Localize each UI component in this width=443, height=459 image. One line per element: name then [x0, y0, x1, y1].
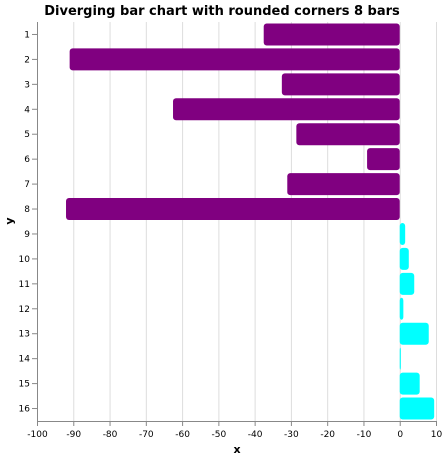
bar-7: [287, 173, 400, 196]
x-tick-label: -20: [320, 430, 335, 440]
bar-9: [399, 222, 406, 245]
bar-2: [69, 48, 400, 71]
y-axis-title: y: [3, 217, 16, 224]
bar-6: [367, 148, 400, 171]
y-tick-label: 16: [19, 405, 31, 415]
y-tick-label: 1: [24, 30, 30, 40]
bar-5: [296, 123, 400, 146]
x-tick-label: -10: [357, 430, 372, 440]
x-tick-label: 10: [431, 430, 443, 440]
bar-11: [399, 272, 415, 295]
y-tick-label: 2: [24, 55, 30, 65]
x-tick-label: -70: [139, 430, 154, 440]
bars-layer: [66, 23, 435, 420]
x-tick-label: -60: [175, 430, 190, 440]
y-tick-label: 12: [19, 305, 30, 315]
bar-3: [281, 73, 400, 96]
bar-12: [399, 297, 404, 320]
x-tick-label: -100: [27, 430, 48, 440]
y-tick-label: 14: [19, 355, 31, 365]
x-tick-label: -50: [212, 430, 227, 440]
bar-16: [399, 397, 435, 420]
y-tick-label: 7: [24, 180, 30, 190]
chart-title: Diverging bar chart with rounded corners…: [44, 4, 400, 19]
y-tick-label: 5: [24, 130, 30, 140]
y-tick-label: 11: [19, 280, 30, 290]
x-tick-label: -30: [284, 430, 299, 440]
y-tick-label: 9: [24, 230, 30, 240]
y-tick-label: 3: [24, 80, 30, 90]
bar-10: [399, 247, 409, 270]
bar-15: [399, 372, 420, 395]
bar-8: [66, 198, 400, 221]
y-tick-label: 6: [24, 155, 30, 165]
grid-layer: [37, 22, 437, 421]
bar-14: [399, 347, 401, 370]
y-tick-label: 10: [19, 255, 31, 265]
bar-13: [399, 322, 429, 345]
bar-4: [173, 98, 400, 121]
y-tick-label: 13: [19, 330, 30, 340]
y-tick-label: 8: [24, 205, 30, 215]
bar-1: [263, 23, 400, 46]
x-tick-label: -40: [248, 430, 263, 440]
x-axis-title: x: [233, 443, 240, 456]
y-tick-label: 15: [19, 380, 30, 390]
y-tick-label: 4: [24, 105, 30, 115]
x-tick-label: 0: [397, 430, 403, 440]
x-tick-label: -80: [103, 430, 118, 440]
axes-layer: -100 -90 -80 -70 -60 -50 -40 -30 -20 -10 0 10123456…: [19, 22, 443, 440]
x-tick-label: -90: [66, 430, 81, 440]
